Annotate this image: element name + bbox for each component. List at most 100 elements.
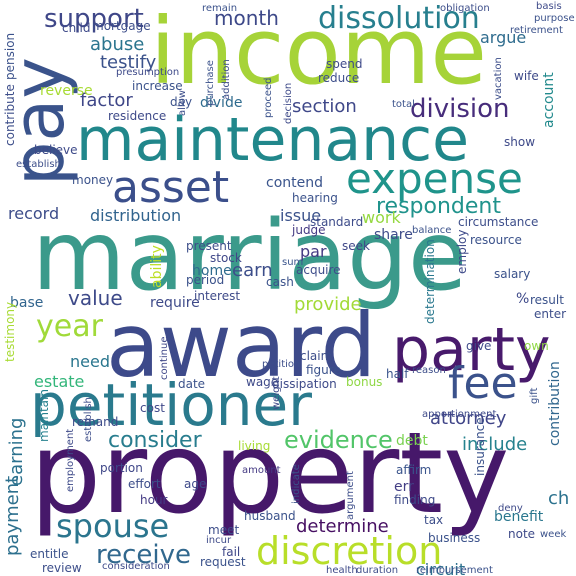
cloud-word: record xyxy=(8,204,60,223)
cloud-word: half xyxy=(386,367,409,381)
cloud-word: discretion xyxy=(256,529,443,573)
cloud-word: support xyxy=(44,4,144,34)
cloud-word: dissolution xyxy=(318,1,480,36)
cloud-word: indicate xyxy=(291,464,302,504)
cloud-word: % xyxy=(516,291,530,307)
cloud-word: abuse xyxy=(90,34,145,55)
cloud-word: earn xyxy=(232,260,273,281)
cloud-word: contend xyxy=(266,175,323,191)
cloud-word: asset xyxy=(112,162,230,213)
cloud-word: wage xyxy=(246,375,279,389)
cloud-word: establish xyxy=(83,397,94,442)
cloud-word: receive xyxy=(96,540,192,570)
cloud-word: cost xyxy=(140,401,165,415)
cloud-word: year xyxy=(36,309,103,344)
cloud-word: need xyxy=(70,352,110,371)
cloud-word: reason xyxy=(412,365,446,376)
cloud-word: allow xyxy=(177,90,188,116)
cloud-word: circumstance xyxy=(458,215,539,229)
cloud-word: hearing xyxy=(292,191,338,205)
cloud-word: include xyxy=(462,434,528,455)
cloud-word: provide xyxy=(294,294,362,315)
cloud-word: fail xyxy=(222,545,241,559)
cloud-word: proceed xyxy=(263,77,274,118)
cloud-word: debt xyxy=(396,433,428,449)
cloud-word: stock xyxy=(210,251,242,265)
cloud-word: par xyxy=(300,242,327,261)
cloud-word: purpose xyxy=(534,13,575,24)
cloud-word: total xyxy=(392,99,415,110)
cloud-word: sum xyxy=(282,257,304,268)
cloud-word: age xyxy=(184,477,207,491)
cloud-word: base xyxy=(10,295,44,311)
cloud-word: week xyxy=(540,529,567,540)
cloud-word: present xyxy=(186,239,232,253)
cloud-word: insurance xyxy=(473,417,487,476)
cloud-word: balance xyxy=(412,225,452,236)
cloud-word: wife xyxy=(514,69,539,83)
cloud-word: enter xyxy=(534,307,567,321)
cloud-word: payment xyxy=(2,475,23,556)
cloud-word: incur xyxy=(206,535,232,546)
cloud-word: err xyxy=(394,479,414,495)
cloud-word: presumption xyxy=(116,67,180,78)
cloud-word: consider xyxy=(108,428,202,453)
cloud-word: issue xyxy=(280,206,322,225)
cloud-word: cash xyxy=(266,275,294,289)
cloud-word: testimony xyxy=(3,301,17,362)
cloud-word: apportionment xyxy=(422,409,497,420)
cloud-word: decision xyxy=(283,82,294,124)
cloud-word: dissipation xyxy=(272,377,337,391)
cloud-word: meet xyxy=(208,523,240,537)
cloud-word: factor xyxy=(80,90,133,111)
cloud-word: contribution xyxy=(547,361,563,446)
cloud-word: testify xyxy=(100,52,157,73)
cloud-word: value xyxy=(68,286,123,310)
cloud-word: effort xyxy=(128,477,161,491)
cloud-word: retirement xyxy=(510,25,563,36)
cloud-word: entitle xyxy=(30,547,69,561)
cloud-word: deny xyxy=(498,503,523,514)
cloud-word: obligation xyxy=(440,3,490,14)
cloud-word: earning xyxy=(6,417,27,486)
cloud-word: determination xyxy=(423,239,437,324)
cloud-word: mortgage xyxy=(92,19,151,33)
cloud-word: tax xyxy=(424,513,444,527)
cloud-word: hour xyxy=(140,493,168,507)
cloud-word: addition xyxy=(221,59,232,100)
cloud-word: spouse xyxy=(56,507,170,545)
cloud-word: remain xyxy=(202,3,238,14)
cloud-word: contribute xyxy=(3,84,17,146)
cloud-word: resource xyxy=(470,233,522,247)
cloud-word: fee xyxy=(448,358,518,409)
cloud-word: bonus xyxy=(346,375,383,389)
cloud-word: account xyxy=(541,72,557,128)
cloud-word: give xyxy=(466,339,492,353)
cloud-word: acquire xyxy=(296,263,341,277)
cloud-word: claim xyxy=(300,349,333,363)
cloud-word: day xyxy=(170,95,193,109)
cloud-word: estate xyxy=(34,372,85,391)
cloud-word: continue xyxy=(159,336,170,380)
cloud-word: request xyxy=(200,555,246,569)
cloud-word: review xyxy=(42,561,82,575)
cloud-word: maintenance xyxy=(76,105,470,175)
cloud-word: amount xyxy=(242,465,281,476)
cloud-word: argument xyxy=(345,471,356,520)
cloud-word: child xyxy=(62,21,91,35)
cloud-word: husband xyxy=(244,509,296,523)
cloud-word: employ xyxy=(455,229,469,274)
cloud-word: reverse xyxy=(40,83,93,99)
cloud-word: seek xyxy=(342,239,370,253)
cloud-word: respondent xyxy=(376,194,501,219)
cloud-word: reduce xyxy=(318,71,360,85)
cloud-word: vacation xyxy=(493,57,504,100)
cloud-word: pension xyxy=(3,32,17,80)
cloud-word: own xyxy=(524,339,549,353)
cloud-word: maintain xyxy=(37,389,51,442)
cloud-word: money xyxy=(72,173,114,187)
cloud-word: property xyxy=(30,409,510,539)
cloud-word: argue xyxy=(480,28,527,47)
cloud-word: ch xyxy=(548,488,570,509)
